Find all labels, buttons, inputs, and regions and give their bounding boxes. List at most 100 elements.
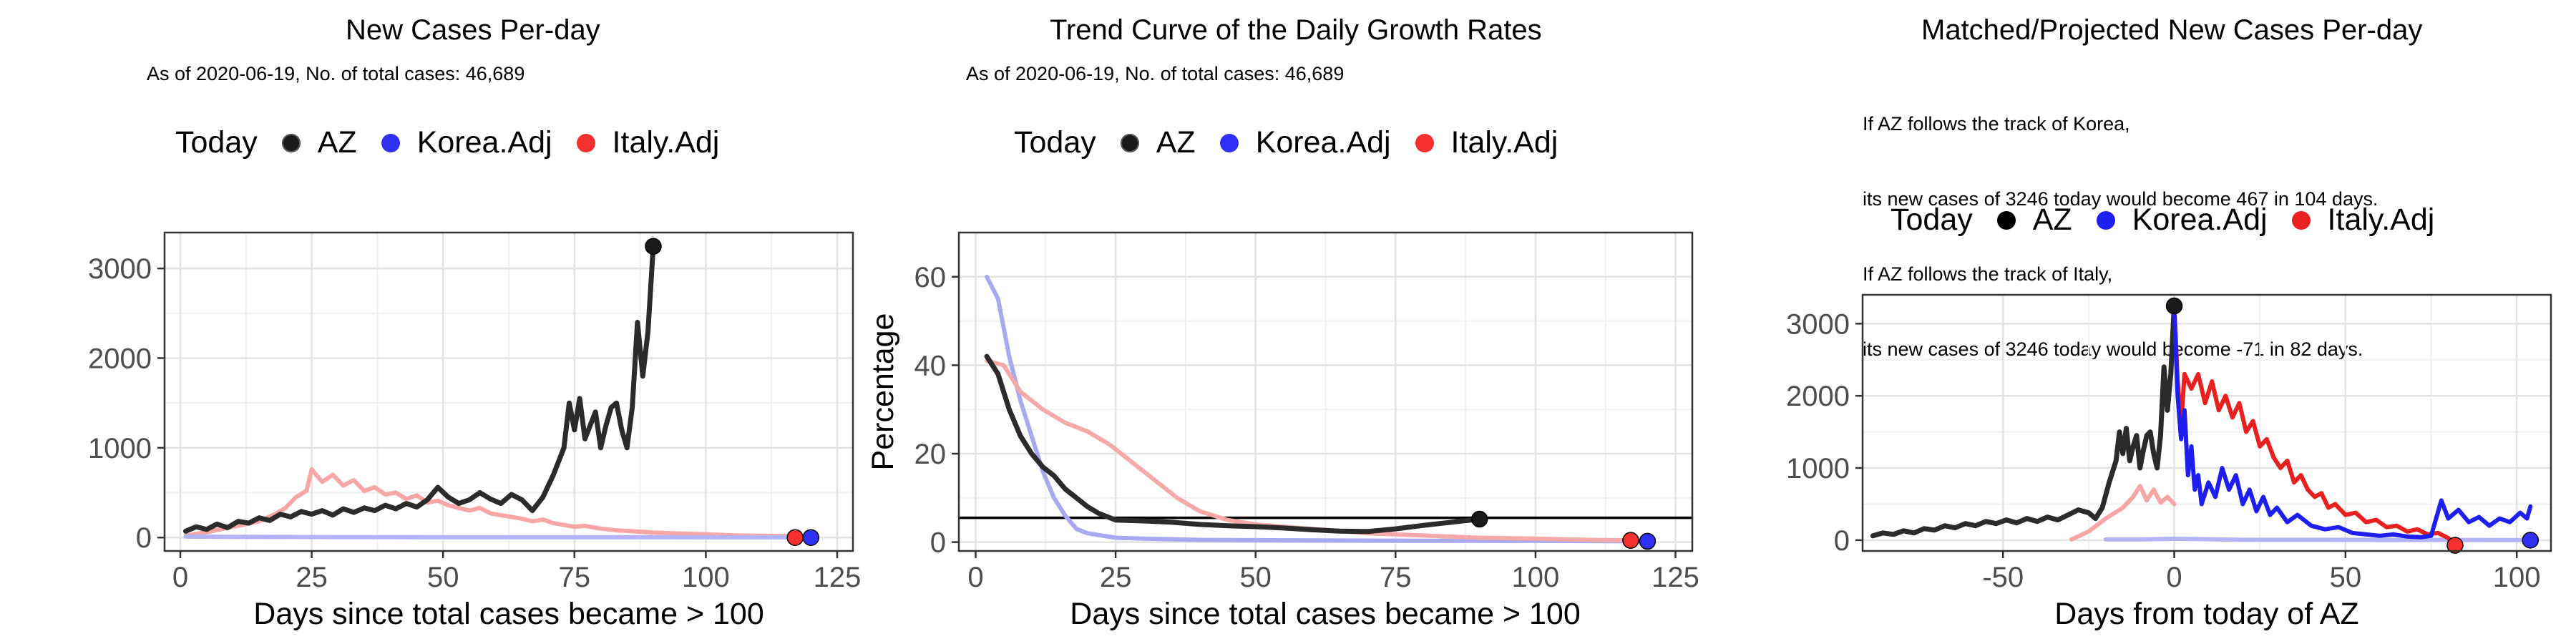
legend-dot-az — [281, 133, 301, 152]
legend-dot-korea — [381, 133, 400, 152]
today-point — [2522, 532, 2540, 549]
legend-item-italy: Italy.Adj — [1415, 125, 1558, 160]
legend-title: Today — [1014, 125, 1096, 160]
chart-title: New Cases Per-day — [346, 14, 600, 46]
legend-item-az: AZ — [281, 125, 357, 160]
legend-label-korea: Korea.Adj — [416, 125, 552, 160]
series-line — [985, 358, 1633, 543]
legend-label-korea: Korea.Adj — [1255, 125, 1391, 160]
legend-dot-korea — [2096, 210, 2115, 230]
y-tick-label: 0 — [136, 522, 152, 554]
chart-title: Trend Curve of the Daily Growth Rates — [1050, 14, 1542, 46]
legend-dot-italy — [2291, 210, 2311, 230]
series-line — [182, 243, 656, 534]
series-line — [2103, 536, 2533, 542]
today-point — [2165, 297, 2183, 315]
today-point — [1639, 532, 1657, 550]
legend-label-italy: Italy.Adj — [1450, 125, 1558, 160]
legend-item-italy: Italy.Adj — [2291, 203, 2435, 238]
legend-item-korea: Korea.Adj — [1219, 125, 1391, 160]
series-line — [2172, 303, 2457, 547]
x-tick-label: 100 — [682, 562, 730, 593]
x-tick-label: 75 — [559, 562, 591, 593]
series-line — [183, 467, 798, 539]
legend-dot-italy — [1415, 133, 1434, 152]
x-tick-label: 125 — [1652, 562, 1699, 593]
x-tick-label: 50 — [1239, 562, 1272, 593]
legend-label-az: AZ — [1156, 125, 1196, 160]
legend-item-italy: Italy.Adj — [576, 125, 720, 160]
legend: Today AZ Korea.Adj Italy.Adj — [1014, 125, 1582, 160]
x-axis-title: Days from today of AZ — [2054, 597, 2358, 631]
x-tick-label: 50 — [427, 562, 459, 593]
legend-label-az: AZ — [317, 125, 357, 160]
legend-dot-korea — [1219, 133, 1239, 152]
plot-border — [1861, 293, 2552, 552]
series-line — [984, 353, 1483, 535]
new-cases-chart: 0 25 50 75 100 125 0 1000 2000 3000 Days since tot… — [88, 231, 862, 631]
series-group — [984, 274, 1650, 544]
y-tick-label: 0 — [1834, 525, 1850, 557]
x-tick-label: 0 — [2166, 562, 2182, 593]
y-tick-label: 2000 — [88, 343, 152, 374]
legend-label-italy: Italy.Adj — [2327, 203, 2435, 237]
x-tick-label: 25 — [296, 562, 328, 593]
projection-note: If AZ follows the track of Korea, its ne… — [1863, 62, 2378, 412]
series-line — [2069, 484, 2177, 542]
legend-dot-az — [1996, 210, 2016, 230]
y-tick-label: 3000 — [1786, 308, 1850, 340]
today-point — [786, 529, 804, 546]
y-tick-label: 2000 — [1786, 381, 1850, 412]
series-group — [182, 243, 814, 540]
legend-label-az: AZ — [2032, 203, 2072, 237]
y-axis-title: Percentage — [866, 313, 900, 471]
series-line — [1870, 303, 2177, 539]
legend-dot-az — [1120, 133, 1139, 152]
today-point — [2446, 537, 2464, 554]
legend-dot-italy — [576, 133, 595, 152]
y-tick-label: 3000 — [88, 253, 152, 285]
today-point — [645, 238, 662, 255]
series-group — [1870, 303, 2533, 547]
projection-note-line: If AZ follows the track of Italy, — [1863, 263, 2113, 285]
x-tick-label: 125 — [814, 562, 862, 593]
x-tick-label: 0 — [967, 562, 983, 593]
plot-border — [957, 231, 1694, 552]
legend-label-italy: Italy.Adj — [612, 125, 720, 160]
x-tick-label: -50 — [1982, 562, 2024, 593]
panel-projected: Matched/Projected New Cases Per-day If A… — [1717, 0, 2576, 644]
x-tick-label: 75 — [1380, 562, 1412, 593]
x-tick-label: 100 — [1512, 562, 1560, 593]
x-tick-label: 0 — [172, 562, 188, 593]
projection-note-line: If AZ follows the track of Korea, — [1863, 113, 2130, 135]
today-point — [1622, 532, 1639, 549]
y-tick-label: 20 — [914, 439, 947, 470]
legend-label-korea: Korea.Adj — [2132, 203, 2268, 237]
projection-note-line: its new cases of 3246 today would become… — [1863, 188, 2379, 210]
legend-item-korea: Korea.Adj — [2096, 203, 2268, 238]
panel-growth-rates: Trend Curve of the Daily Growth Rates As… — [859, 0, 1717, 644]
y-tick-label: 60 — [914, 262, 947, 293]
x-tick-label: 100 — [2493, 562, 2541, 593]
today-point — [1470, 510, 1488, 528]
x-tick-label: 25 — [1100, 562, 1132, 593]
y-tick-label: 1000 — [1786, 453, 1850, 484]
panel-new-cases: New Cases Per-day As of 2020-06-19, No. … — [0, 0, 859, 644]
x-tick-label: 50 — [2330, 562, 2362, 593]
legend-title: Today — [175, 125, 258, 160]
series-line — [2172, 303, 2533, 540]
y-tick-label: 0 — [930, 527, 946, 559]
y-tick-label: 40 — [914, 350, 947, 381]
legend-item-korea: Korea.Adj — [381, 125, 552, 160]
legend-title: Today — [1890, 203, 1973, 237]
legend: Today AZ Korea.Adj Italy.Adj — [175, 125, 743, 160]
chart-title: Matched/Projected New Cases Per-day — [1921, 14, 2423, 46]
chart-subtitle: As of 2020-06-19, No. of total cases: 46… — [147, 63, 525, 84]
y-tick-label: 1000 — [88, 433, 152, 464]
today-point — [802, 529, 820, 546]
growth-rate-chart: 0 25 50 75 100 125 0 20 40 60 Days since total cas… — [866, 231, 1699, 631]
legend-item-az: AZ — [1996, 203, 2072, 238]
legend-item-az: AZ — [1120, 125, 1196, 160]
x-axis-title: Days since total cases became > 100 — [253, 597, 763, 631]
